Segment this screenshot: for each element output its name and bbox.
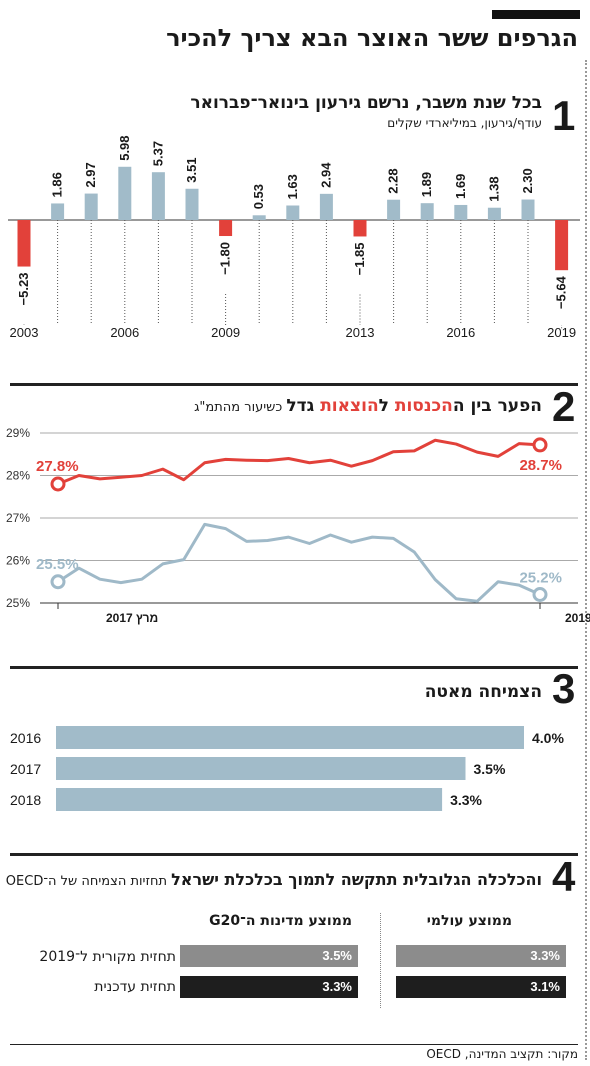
- row-label-updated: תחזית עדכנית: [94, 979, 176, 995]
- series-line-0: [57, 438, 541, 486]
- bar-2010: [252, 215, 266, 220]
- bar-2018: [521, 199, 535, 220]
- category-label: 2018: [10, 792, 41, 808]
- bar-value-label: 0.53: [251, 184, 266, 209]
- bar-value-label: 1.86: [50, 172, 65, 197]
- y-tick-label: 27%: [6, 511, 30, 525]
- bar-value-label: 5.98: [117, 135, 132, 160]
- y-tick-label: 26%: [6, 554, 30, 568]
- source-note: מקור: תקציב המדינה, OECD: [10, 1044, 578, 1061]
- bar-2016: [56, 726, 524, 749]
- bar-value-label: 5.37: [150, 141, 165, 166]
- title-accent-bar: [492, 10, 580, 19]
- section-4-title: והכלכלה הגלובלית תתקשה לתמוך בכלכלת ישרא…: [5, 870, 542, 889]
- x-tick-label: 2003: [10, 325, 39, 340]
- bar-value-label: 1.38: [486, 176, 501, 201]
- x-tick-label: 2009: [211, 325, 240, 340]
- bar-2014: [387, 199, 401, 220]
- column-divider: [380, 913, 381, 1008]
- bar-2009: [219, 220, 233, 237]
- x-tick-label: 2006: [110, 325, 139, 340]
- g20-updated-bar: 3.3%: [180, 976, 358, 998]
- bar-2007: [151, 172, 165, 220]
- page-title: הגרפים ששר האוצר הבא צריך להכיר: [166, 24, 578, 52]
- section-1-subtitle: עודף/גירעון, במיליארדי שקלים: [387, 116, 542, 130]
- page-edge-divider: [585, 60, 587, 1060]
- world-updated-bar: 3.1%: [396, 976, 566, 998]
- section-rule: [10, 383, 578, 386]
- bar-value-label: 3.3%: [450, 792, 482, 808]
- category-label: 2017: [10, 761, 41, 777]
- section-4-number: 4: [552, 853, 576, 900]
- bar-value-label: 1.69: [453, 174, 468, 199]
- bar-value-label: 2.97: [83, 162, 98, 187]
- bar-value-label: 1.63: [285, 174, 300, 199]
- bar-value-label: 2.28: [386, 168, 401, 193]
- x-tick-label: 2019: [547, 325, 576, 340]
- x-tick-label: מרץ 2017: [106, 611, 158, 625]
- series-start-marker: [50, 476, 66, 492]
- growth-horizontal-bar-chart: 2016 4.0% 2017 3.5% 2018 3.3%: [10, 726, 564, 811]
- series-end-marker: [532, 587, 548, 602]
- series-end-label: 25.2%: [519, 570, 562, 587]
- section-2-number: 2: [552, 383, 576, 430]
- section-2-title: הפער בין ההכנסות להוצאות גדל כשיעור מהתמ…: [194, 396, 542, 416]
- world-original-bar: 3.3%: [396, 945, 566, 967]
- bar-2012: [319, 193, 333, 220]
- bar-value-label: 3.5%: [474, 761, 506, 777]
- bar-2017: [487, 207, 501, 220]
- bar-value-label: −5.64: [554, 275, 569, 309]
- bar-value-label: 1.89: [419, 172, 434, 197]
- bar-2016: [454, 204, 468, 220]
- y-tick-label: 28%: [6, 469, 30, 483]
- bar-value-label: −1.85: [352, 242, 367, 275]
- bar-2011: [286, 205, 300, 220]
- bar-2013: [353, 220, 367, 237]
- series-start-label: 25.5%: [36, 556, 79, 573]
- bar-value-label: 2.30: [520, 168, 535, 193]
- bar-2018: [56, 788, 443, 811]
- series-start-label: 27.8%: [36, 458, 79, 475]
- bar-2008: [185, 188, 199, 220]
- g20-original-bar: 3.5%: [180, 945, 358, 967]
- bar-2006: [118, 166, 132, 220]
- deficit-bar-chart: −5.23 2003 1.86 2.97 5.98 2006 5.37 3.51 −1.80 20…: [8, 135, 580, 340]
- series-end-marker: [532, 437, 548, 453]
- series-end-label: 28.7%: [519, 457, 562, 474]
- y-tick-label: 25%: [6, 596, 30, 610]
- y-tick-label: 29%: [6, 426, 30, 440]
- column-header-world: ממוצע עולמי: [426, 913, 512, 929]
- section-rule: [10, 853, 578, 856]
- series-start-marker: [50, 574, 66, 590]
- bar-2004: [51, 203, 65, 220]
- section-1-title: בכל שנת משבר, נרשם גירעון בינואר־פברואר: [190, 93, 542, 113]
- row-label-original: תחזית מקורית ל־2019: [39, 949, 176, 965]
- bar-2015: [420, 203, 434, 220]
- section-3-number: 3: [552, 665, 576, 712]
- x-tick-label: 2013: [346, 325, 375, 340]
- x-tick-label: פברואר 2019: [565, 611, 590, 625]
- series-line-1: [57, 522, 541, 603]
- bar-value-label: 2.94: [318, 162, 333, 188]
- x-tick-label: 2016: [446, 325, 475, 340]
- bar-value-label: 3.51: [184, 157, 199, 182]
- bar-value-label: −1.80: [218, 242, 233, 275]
- section-3-title: הצמיחה מאטה: [424, 682, 542, 702]
- bar-2003: [17, 220, 31, 267]
- section-1-number: 1: [552, 92, 576, 139]
- bar-2005: [84, 193, 98, 220]
- bar-value-label: 4.0%: [532, 730, 564, 746]
- bar-value-label: −5.23: [16, 273, 31, 306]
- bar-2019: [555, 220, 569, 271]
- category-label: 2016: [10, 730, 41, 746]
- bar-2017: [56, 757, 466, 780]
- section-rule: [10, 666, 578, 669]
- column-header-g20: ממוצע מדינות ה־G20: [209, 913, 352, 929]
- revenue-expense-line-chart: 29% 28% 27% 26% 25% מרץ 2017 פברואר 2019 27.8% 2…: [6, 426, 590, 625]
